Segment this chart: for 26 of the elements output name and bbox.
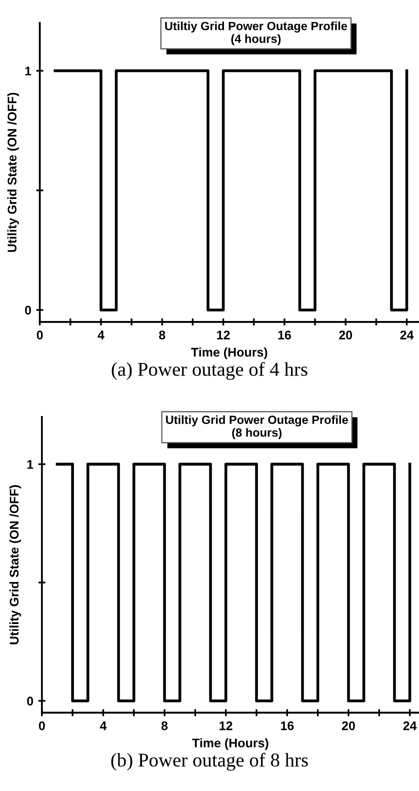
chart-title: Utiltiy Grid Power Outage Profile (4 hours) [165,22,348,46]
text: (a) Power outage of 4 hrs [112,362,308,380]
x-axis-title: Time (Hours) [191,347,268,360]
y-tick-label: 0 [25,306,31,315]
x-tick-label: 8 [161,721,168,730]
x-tick-label: 24 [400,330,414,340]
x-tick-label: 8 [159,330,166,340]
x-tick-label: 16 [281,721,294,730]
x-tick-label: 0 [38,721,45,730]
x-tick-label: 4 [100,721,107,730]
x-tick-label: 12 [220,721,232,730]
x-tick-label: 4 [98,330,104,340]
x-tick-label: 20 [342,721,355,730]
y-axis-title: Utility Grid State (ON /OFF) [7,92,19,252]
x-tick-label: 20 [339,330,352,340]
x-tick-label: 24 [403,721,417,730]
x-tick-label: 0 [36,330,43,340]
y-axis-title: Utility Grid State (ON /OFF) [9,485,22,644]
x-tick-label: 16 [278,330,291,340]
text: (b) Power outage of 8 hrs [111,752,308,771]
y-tick-label: 0 [27,696,34,706]
y-tick-label: 1 [25,66,32,76]
x-axis-title: Time (Hours) [192,738,268,750]
chart-title: Utiltiy Grid Power Outage Profile (8 hours) [166,415,348,440]
x-tick-label: 12 [217,330,230,340]
y-tick-label: 1 [27,460,34,469]
